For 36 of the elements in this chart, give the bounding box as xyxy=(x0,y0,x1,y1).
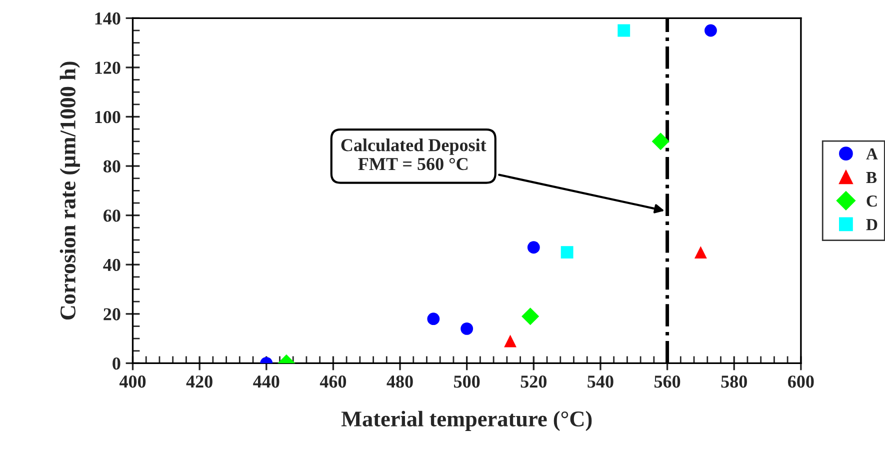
point xyxy=(704,24,717,37)
x-axis-title: Material temperature (°C) xyxy=(341,410,592,431)
y-tick-label: 60 xyxy=(104,210,120,222)
y-tick-label: 20 xyxy=(104,308,120,320)
y-tick-label: 80 xyxy=(103,160,120,172)
legend-label: C xyxy=(866,195,877,207)
point xyxy=(460,322,474,335)
legend-label: B xyxy=(866,172,877,184)
y-axis-title: Corrosion rate (µm/1000 h) xyxy=(60,62,80,320)
x-tick-label: 540 xyxy=(588,376,614,388)
x-tick-label: 580 xyxy=(721,376,747,388)
x-tick-label: 400 xyxy=(119,376,146,388)
point xyxy=(504,334,516,348)
point xyxy=(694,246,707,259)
point xyxy=(560,246,574,259)
point xyxy=(652,132,670,150)
y-tick-label: 120 xyxy=(95,62,120,74)
y-tick-label: 0 xyxy=(112,357,120,370)
x-tick-label: 500 xyxy=(454,376,480,388)
y-tick-label: 40 xyxy=(103,258,120,272)
point xyxy=(618,24,630,37)
x-tick-label: 480 xyxy=(386,376,413,388)
x-tick-label: 560 xyxy=(654,376,680,388)
ref-line-label: Calculated Deposit FMT = 560 °C xyxy=(341,138,486,170)
x-tick-label: 420 xyxy=(186,376,212,388)
x-tick-label: 440 xyxy=(253,376,280,388)
x-tick-label: 600 xyxy=(788,376,814,388)
legend-label: D xyxy=(866,219,878,230)
point xyxy=(527,241,540,254)
x-tick-label: 520 xyxy=(520,376,547,388)
y-tick-label: 100 xyxy=(95,111,120,124)
legend-label: A xyxy=(866,148,878,160)
x-tick-label: 460 xyxy=(320,376,346,388)
y-tick-label: 140 xyxy=(95,12,120,25)
point xyxy=(522,308,540,326)
point xyxy=(427,312,440,326)
